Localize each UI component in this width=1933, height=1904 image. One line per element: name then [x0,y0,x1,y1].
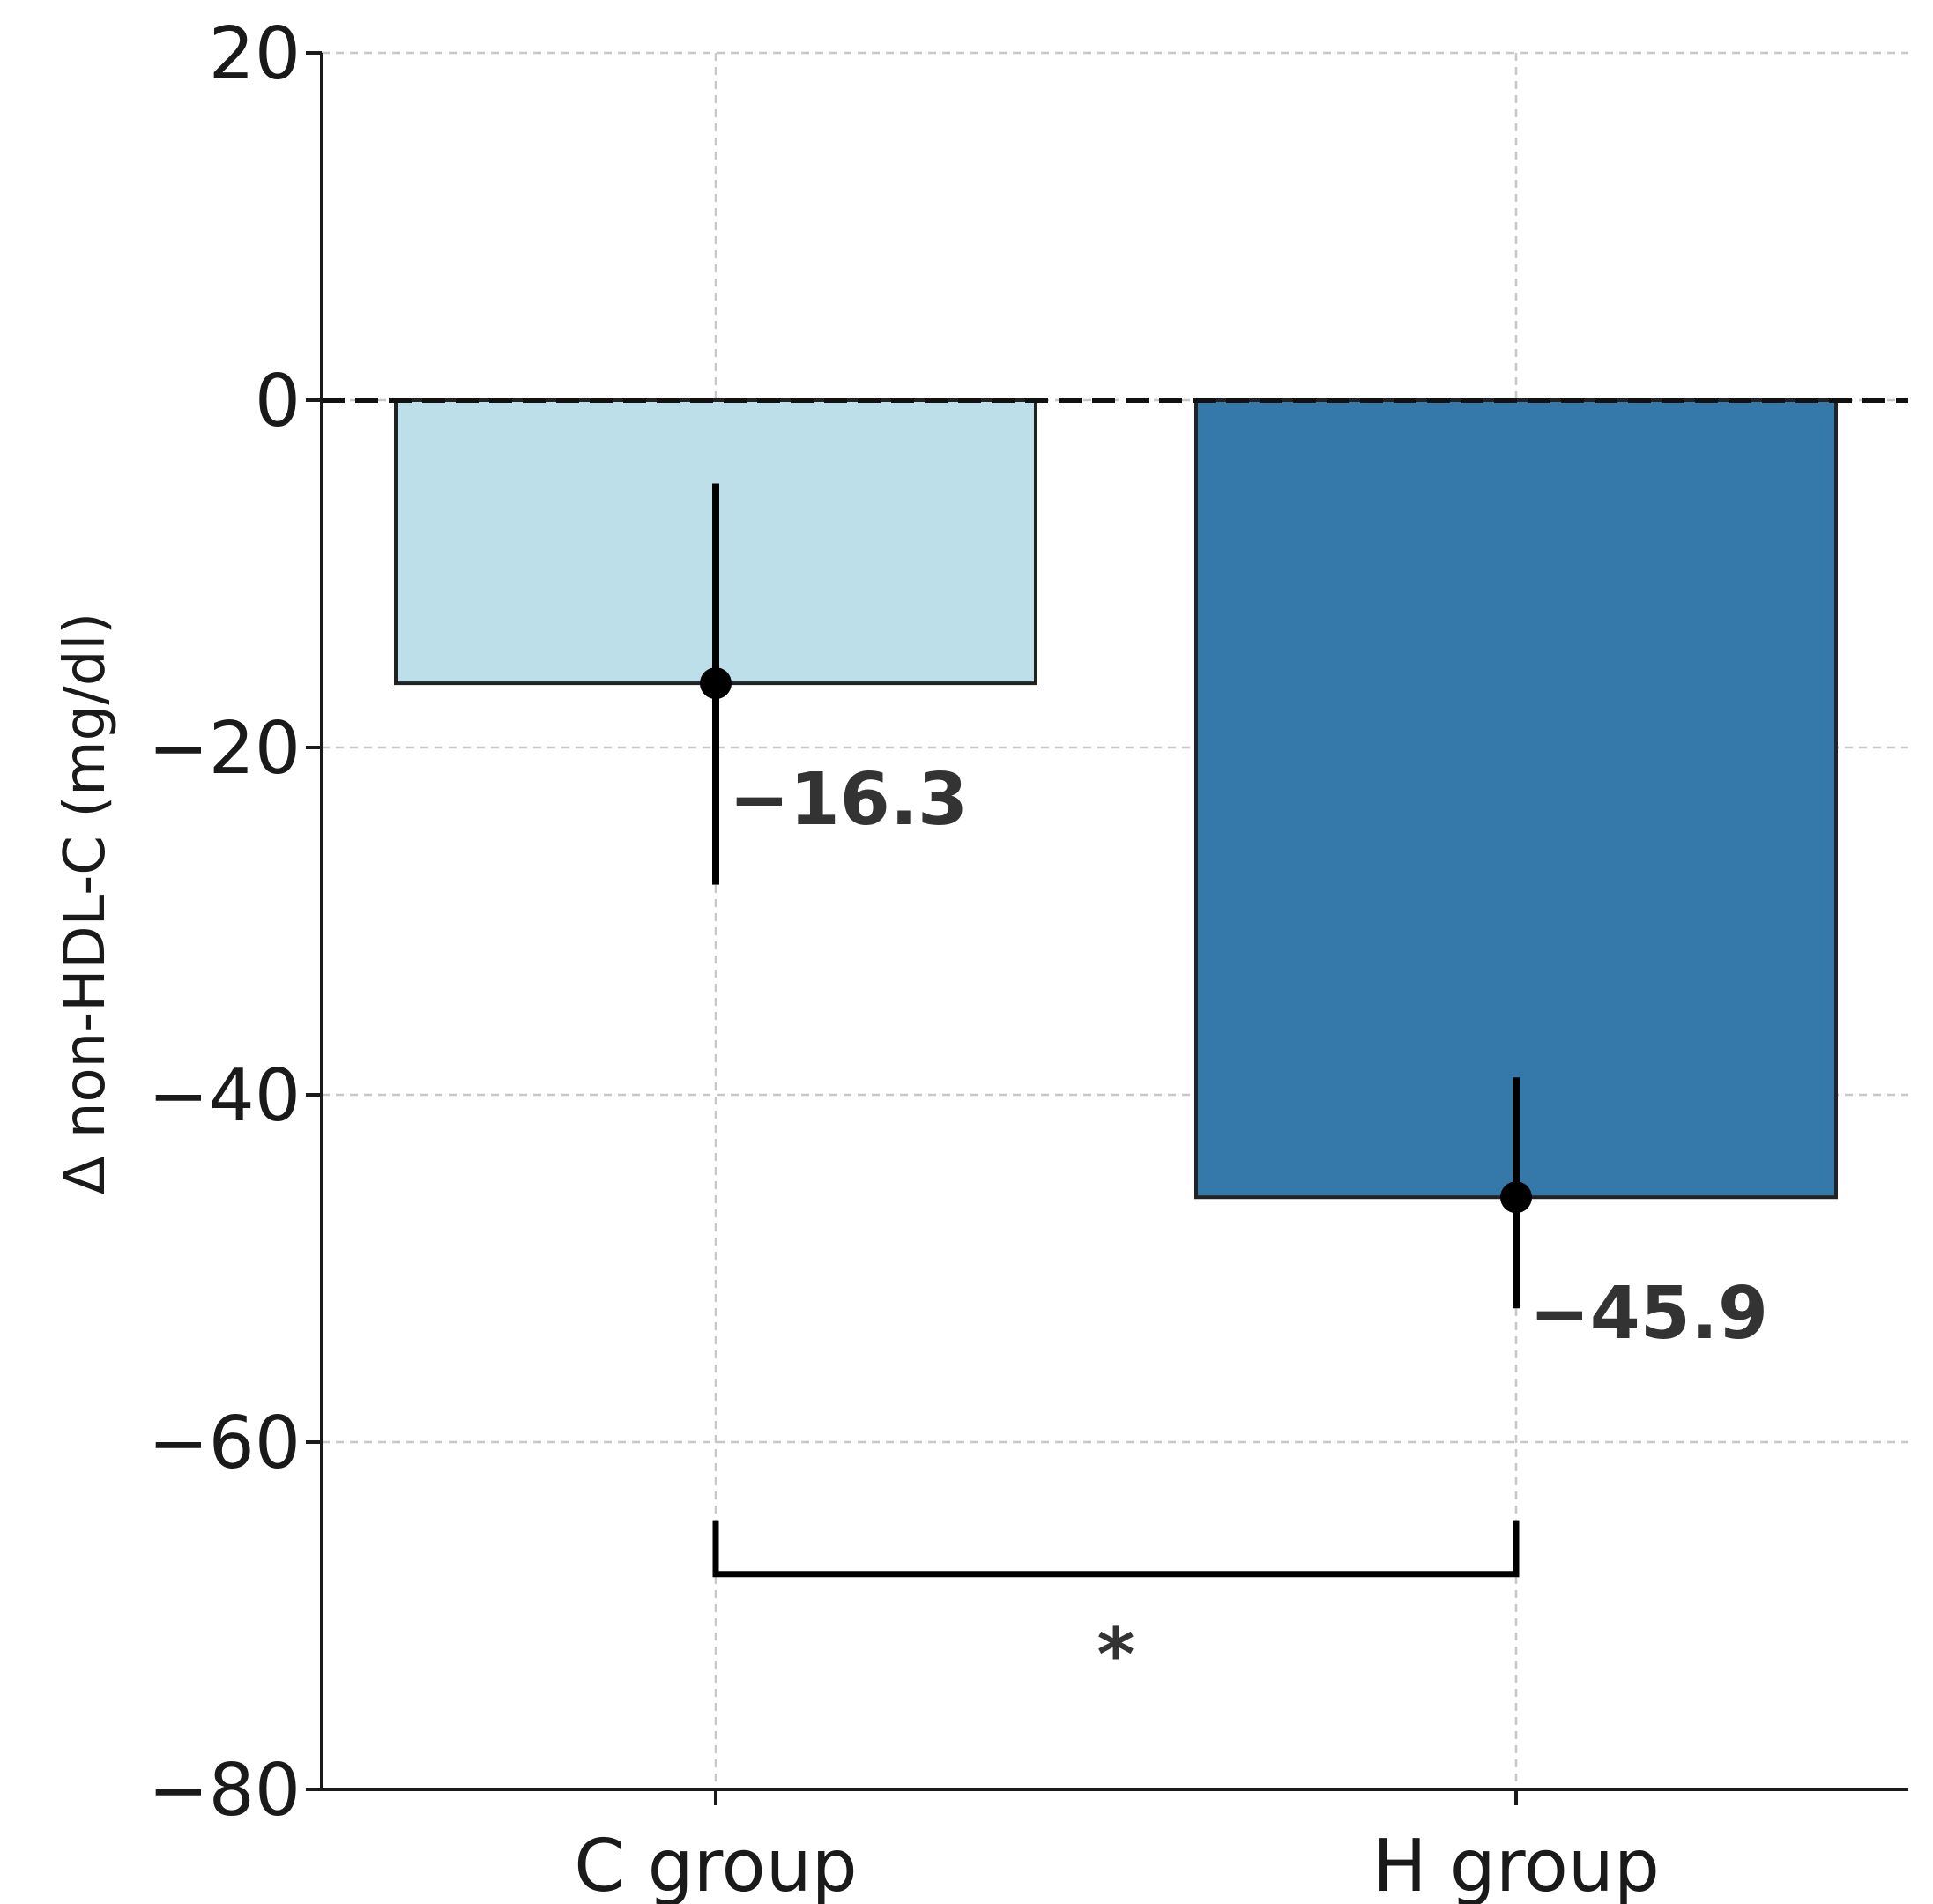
label-layer: −16.3 −45.9 * [712,758,1768,1698]
y-tick-label-1: 0 [255,360,301,443]
significance-label: * [1097,1614,1135,1698]
error-bar-layer [700,483,1532,1309]
y-axis-title: Δ non-HDL-C (mg/dl) [53,613,118,1194]
y-tick-label-3: −40 [148,1054,301,1138]
y-tick-label-0: 20 [209,12,301,96]
axis-layer: 20 0 −20 −40 −60 −80 C group H group [148,12,1908,1904]
mean-marker-0 [700,667,732,700]
y-tick-label-5: −80 [148,1749,301,1833]
x-tick-label-0: C group [574,1825,857,1904]
x-tick-label-1: H group [1372,1825,1660,1904]
y-tick-label-2: −20 [148,707,301,791]
y-tick-label-4: −60 [148,1402,301,1485]
bar-layer [394,398,1838,1200]
value-label-1: −45.9 [1529,1272,1768,1356]
significance-bracket [712,1520,1520,1578]
value-label-0: −16.3 [729,758,968,842]
mean-marker-1 [1500,1181,1532,1214]
